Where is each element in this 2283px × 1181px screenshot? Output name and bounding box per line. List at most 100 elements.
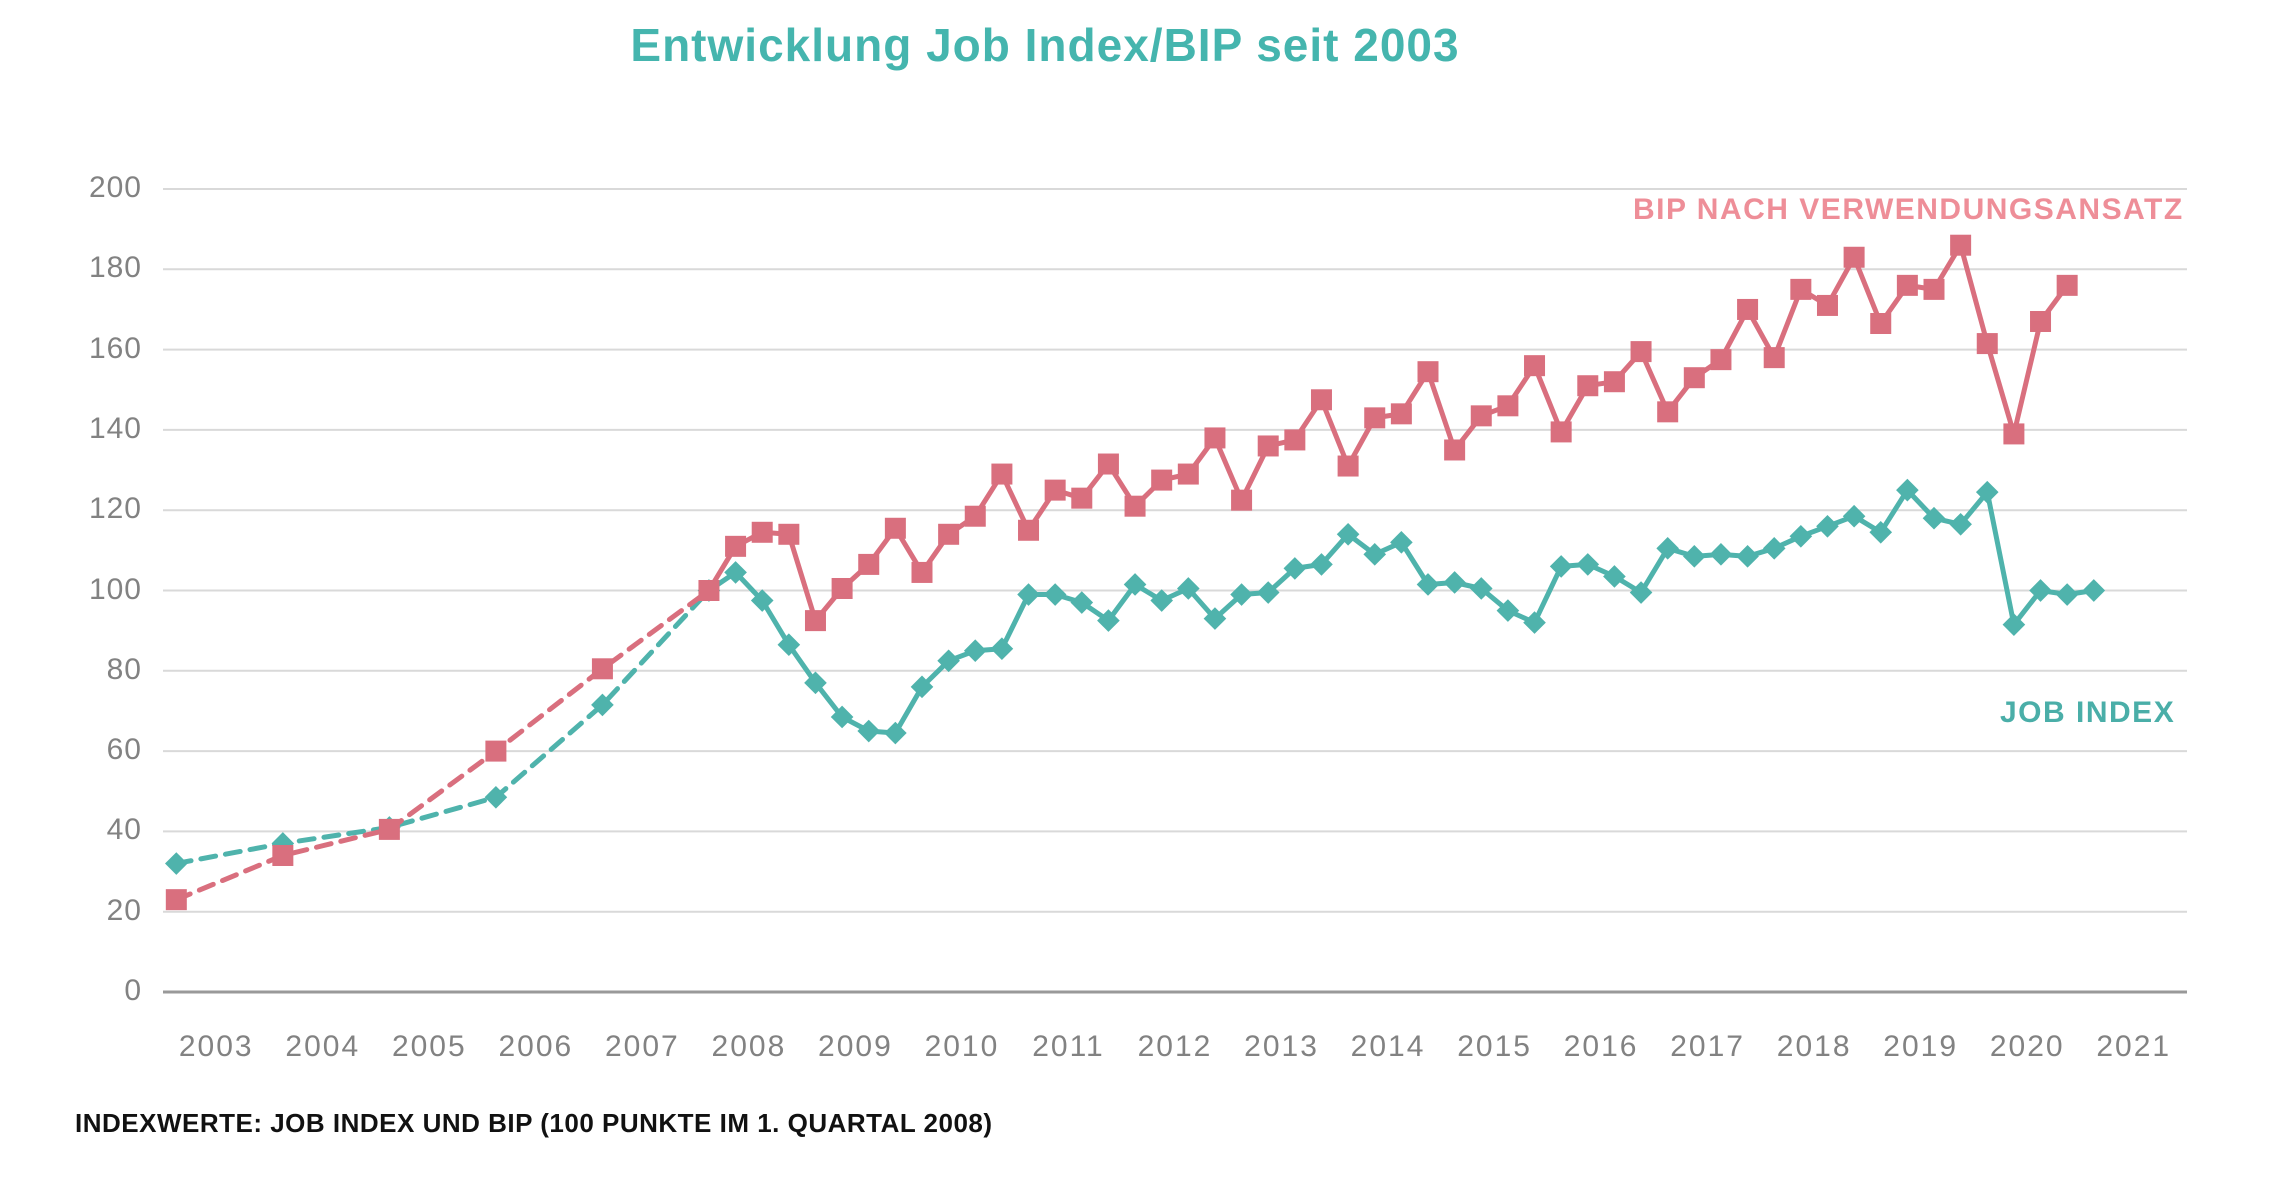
bip-marker-39 [1603, 371, 1625, 393]
bip-marker-46 [1790, 278, 1812, 300]
x-year-label-2011: 2011 [1032, 1030, 1105, 1063]
series-label-job: JOB INDEX [2000, 696, 2176, 729]
bip-marker-17 [1018, 519, 1040, 541]
job-marker-26 [1256, 581, 1280, 604]
bip-marker-34 [1470, 405, 1492, 427]
job-marker-20 [1097, 609, 1120, 632]
bip-marker-9 [804, 610, 826, 632]
x-year-label-2015: 2015 [1457, 1030, 1532, 1063]
bip-marker-53 [1976, 333, 1998, 355]
x-year-label-2007: 2007 [604, 1030, 680, 1063]
job-marker-12 [884, 721, 907, 745]
job-marker-36 [1523, 611, 1546, 634]
job-marker-17 [1017, 583, 1040, 606]
job-marker-32 [1416, 573, 1440, 596]
job-marker-30 [1363, 543, 1387, 566]
job-marker-11 [857, 719, 881, 743]
bip-marker-18 [1044, 479, 1066, 501]
job-marker-6 [724, 561, 747, 584]
y-tick-label-140: 140 [88, 411, 142, 445]
bip-marker-50 [1896, 274, 1918, 296]
bip-marker-37 [1550, 421, 1572, 443]
bip-marker-16 [991, 463, 1013, 485]
job-marker-39 [1603, 565, 1626, 588]
bip-marker-11 [858, 553, 880, 575]
bip-marker-56 [2056, 274, 2078, 296]
job-marker-43 [1709, 543, 1733, 566]
job-marker-25 [1230, 583, 1253, 606]
job-marker-7 [750, 589, 774, 612]
job-marker-38 [1576, 553, 1600, 576]
y-tick-label-120: 120 [88, 492, 142, 526]
bip-line-dashed [173, 588, 712, 903]
bip-marker-26 [1257, 435, 1279, 457]
job-marker-33 [1443, 571, 1466, 594]
job-marker-28 [1310, 553, 1333, 576]
x-year-label-2020: 2020 [1989, 1030, 2065, 1063]
bip-marker-28 [1310, 389, 1332, 411]
job-marker-48 [1842, 504, 1866, 528]
y-tick-label-160: 160 [88, 331, 142, 365]
job-marker-57 [2082, 579, 2106, 602]
job-marker-34 [1469, 577, 1493, 600]
job-marker-54 [2002, 613, 2026, 636]
bip-marker-32 [1417, 361, 1439, 383]
bip-marker-0 [165, 889, 187, 911]
job-marker-29 [1336, 522, 1360, 546]
bip-marker-19 [1071, 487, 1093, 509]
bip-marker-7 [751, 521, 773, 543]
job-marker-45 [1762, 537, 1786, 560]
job-marker-27 [1283, 557, 1307, 580]
job-line-dashed [173, 588, 712, 866]
y-tick-label-200: 200 [88, 171, 142, 204]
bip-marker-27 [1284, 429, 1306, 451]
bip-marker-43 [1710, 349, 1732, 371]
x-year-label-2016: 2016 [1563, 1030, 1639, 1063]
job-marker-56 [2055, 583, 2079, 606]
bip-marker-4 [591, 658, 613, 680]
bip-marker-2 [378, 818, 400, 840]
y-tick-label-20: 20 [106, 893, 142, 927]
bip-marker-13 [911, 561, 933, 583]
bip-marker-5 [698, 580, 720, 601]
job-marker-16 [990, 637, 1014, 661]
bip-marker-21 [1124, 495, 1146, 517]
y-tick-label-180: 180 [88, 251, 142, 285]
job-marker-21 [1123, 573, 1147, 596]
job-marker-23 [1177, 577, 1200, 600]
job-marker-15 [963, 639, 987, 663]
bip-marker-49 [1870, 313, 1892, 335]
job-marker-47 [1816, 514, 1839, 538]
x-year-label-2004: 2004 [285, 1030, 361, 1063]
job-marker-31 [1390, 531, 1413, 554]
x-year-label-2009: 2009 [818, 1030, 893, 1063]
job-marker-22 [1150, 589, 1173, 612]
bip-marker-1 [272, 844, 294, 866]
x-year-label-2012: 2012 [1137, 1030, 1213, 1063]
job-marker-10 [830, 705, 854, 729]
x-year-label-2008: 2008 [711, 1030, 787, 1063]
job-marker-4 [591, 693, 614, 717]
job-marker-40 [1629, 581, 1653, 604]
bip-marker-24 [1204, 427, 1226, 449]
bip-marker-3 [485, 740, 507, 762]
bip-marker-20 [1097, 453, 1119, 475]
job-marker-49 [1869, 520, 1893, 544]
y-tick-label-0: 0 [124, 974, 142, 1007]
bip-marker-35 [1497, 395, 1519, 417]
job-marker-3 [484, 785, 508, 809]
bip-marker-40 [1630, 341, 1652, 363]
x-year-label-2021: 2021 [2096, 1030, 2172, 1063]
bip-marker-55 [2030, 310, 2052, 332]
job-marker-53 [1975, 480, 1999, 504]
job-marker-14 [937, 649, 960, 673]
bip-marker-30 [1364, 407, 1386, 429]
bip-marker-44 [1737, 298, 1759, 320]
y-tick-label-40: 40 [106, 813, 142, 847]
job-marker-50 [1896, 478, 1919, 502]
bip-marker-48 [1843, 246, 1865, 268]
job-marker-8 [777, 633, 801, 657]
job-marker-18 [1043, 583, 1067, 606]
